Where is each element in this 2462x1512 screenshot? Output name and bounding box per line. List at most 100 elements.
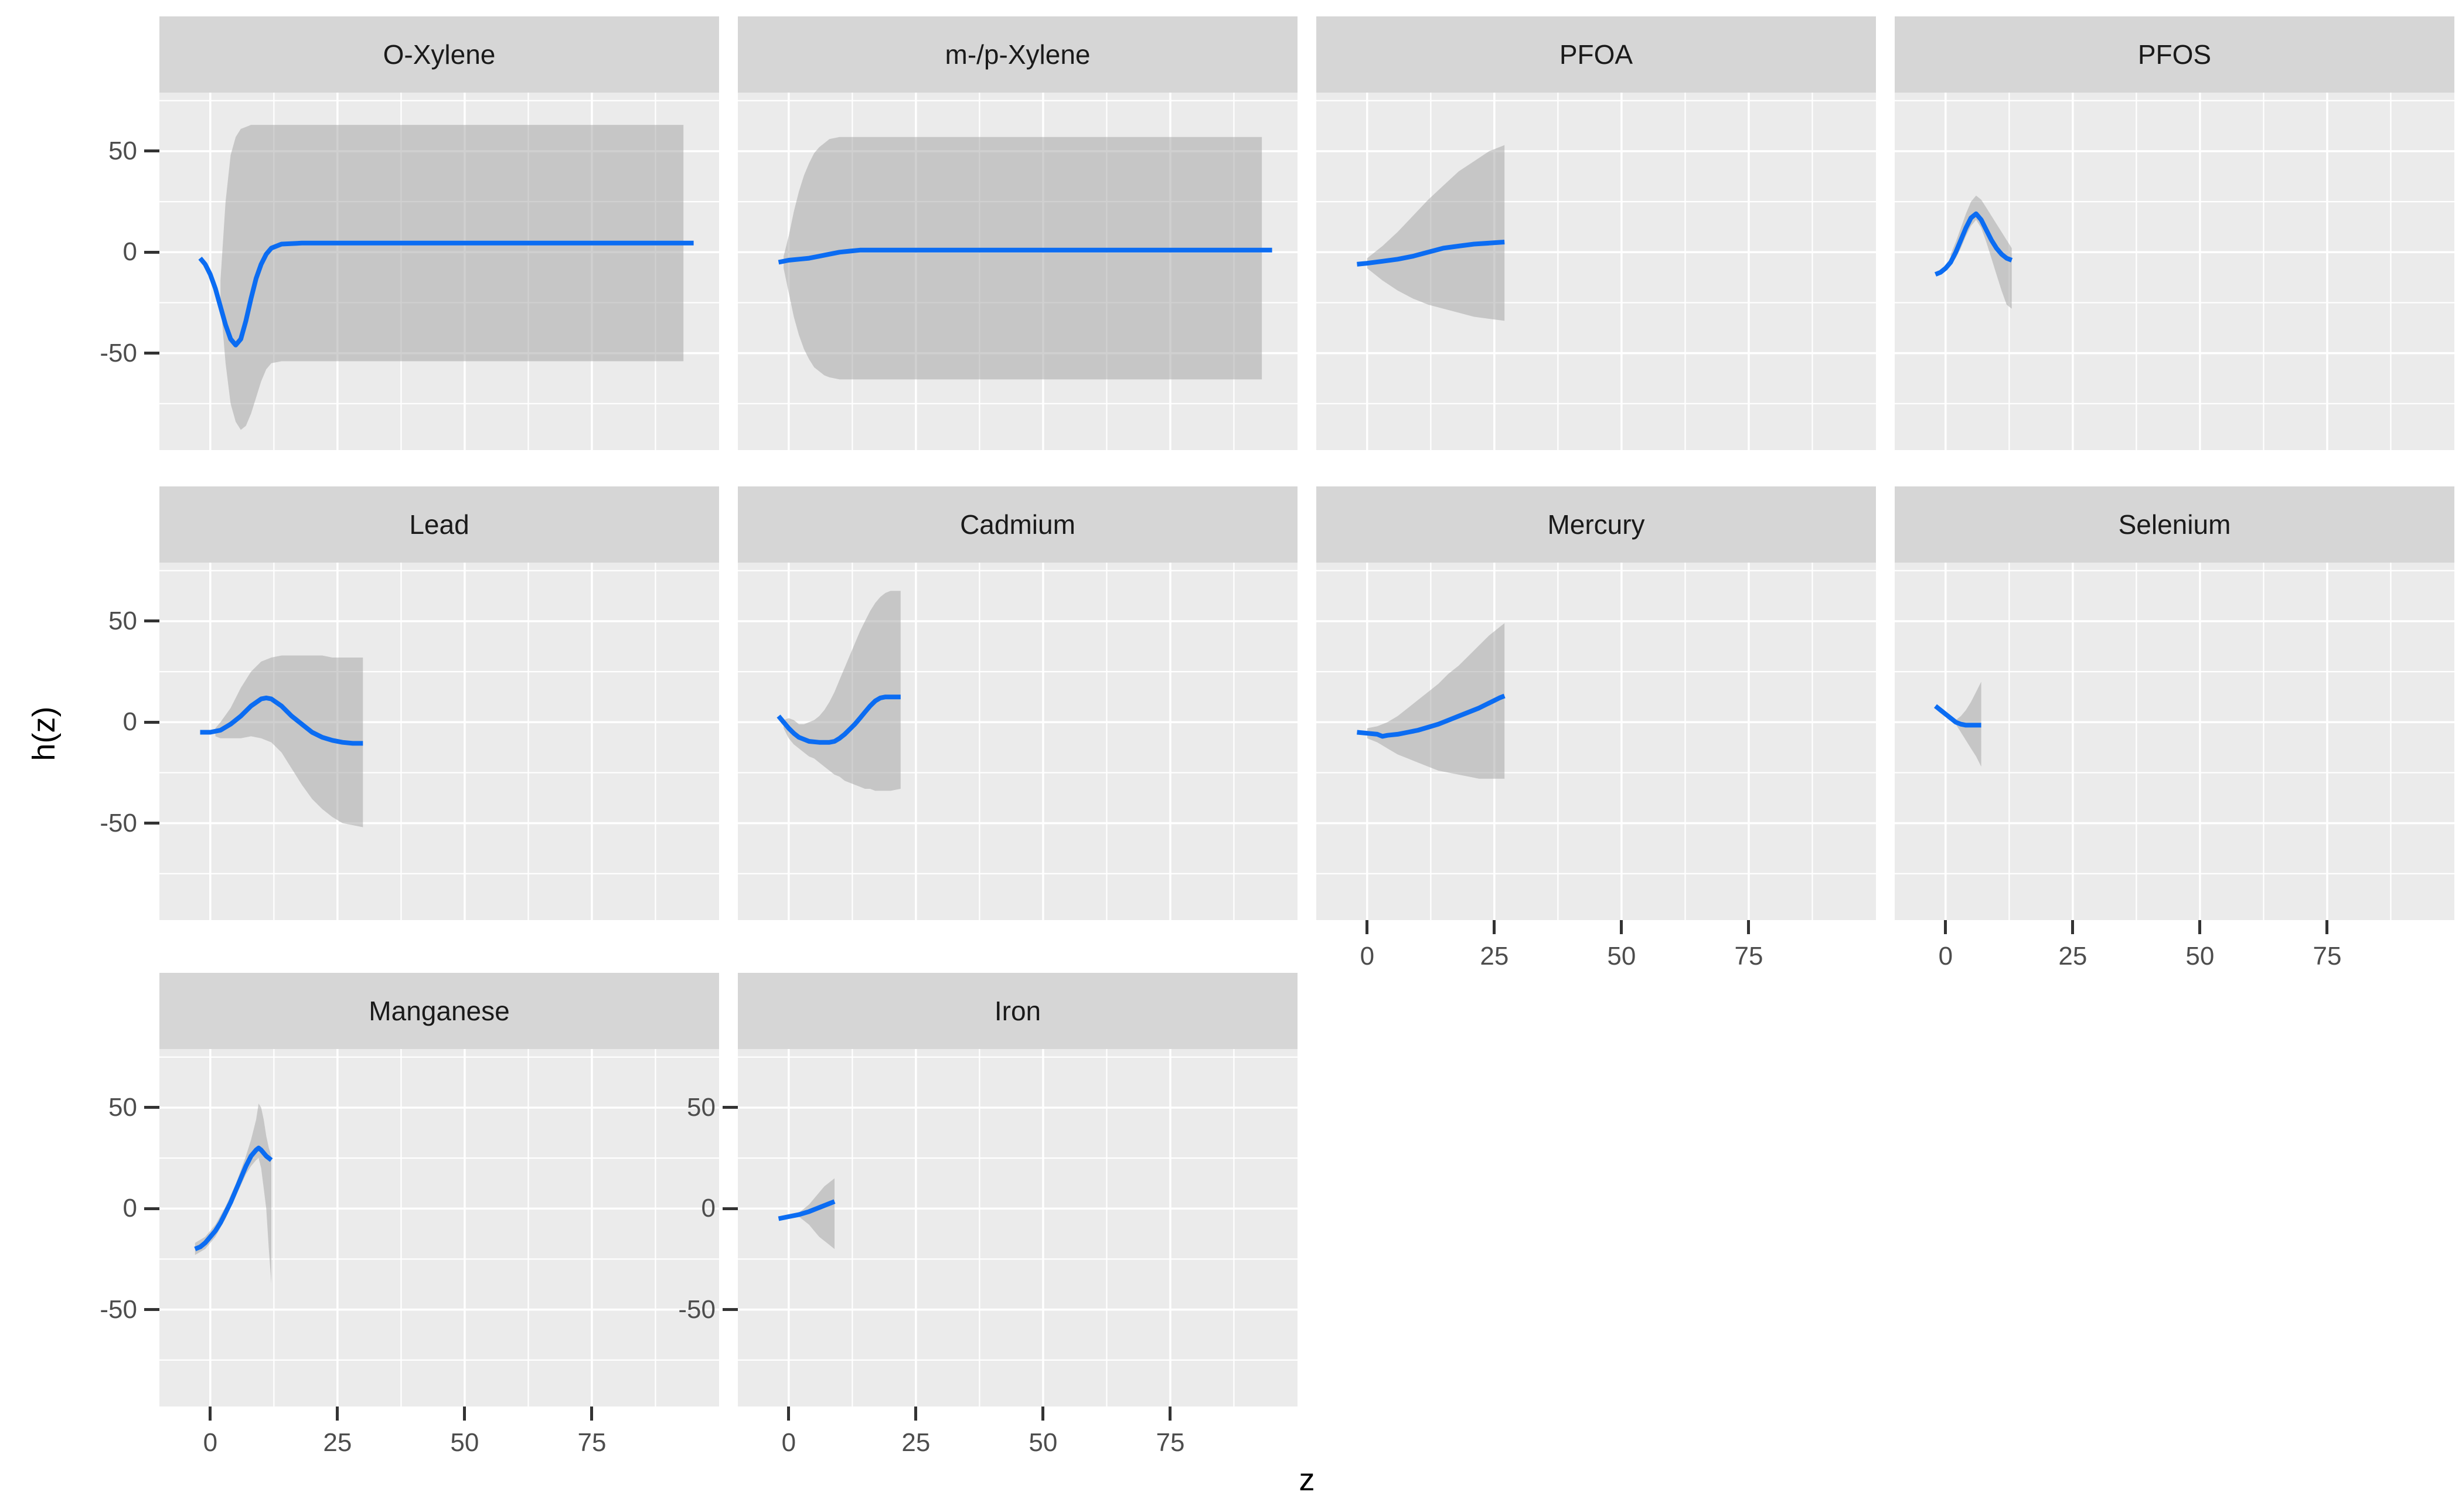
y-tick-label: -50 <box>100 338 137 367</box>
x-tick-label: 0 <box>781 1428 796 1457</box>
x-tick-mark <box>463 1407 466 1421</box>
x-tick-mark <box>914 1407 918 1421</box>
y-tick-mark <box>144 1207 159 1210</box>
facet-title: Selenium <box>2118 509 2231 540</box>
estimate-line <box>1357 240 1505 267</box>
y-tick-mark <box>144 619 159 623</box>
facet-strip-pfos: PFOS <box>1895 16 2454 93</box>
facet-title: Manganese <box>369 996 510 1026</box>
y-tick-mark <box>144 352 159 355</box>
y-tick-mark <box>144 720 159 724</box>
estimate-line <box>194 1145 273 1251</box>
y-tick-mark <box>144 250 159 254</box>
y-axis-title: h(z) <box>26 706 62 761</box>
facet-strip-manganese: Manganese <box>159 973 719 1049</box>
x-tick-mark <box>1747 920 1751 934</box>
facet-plot-area-mercury <box>1316 563 1876 920</box>
facet-strip-m-p-xylene: m-/p-Xylene <box>738 16 1298 93</box>
facet-plot-area-m-p-xylene <box>738 93 1298 450</box>
y-tick-mark <box>144 822 159 825</box>
y-tick-label: -50 <box>100 1295 137 1324</box>
x-tick-mark <box>209 1407 212 1421</box>
y-tick-label: 50 <box>108 136 137 165</box>
x-tick-label: 25 <box>1480 942 1509 970</box>
x-tick-label: 0 <box>203 1428 218 1457</box>
confidence-band <box>784 137 1262 380</box>
x-tick-mark <box>1493 920 1496 934</box>
estimate-line <box>778 247 1272 265</box>
y-tick-mark <box>723 1207 738 1210</box>
facet-plot-area-selenium <box>1895 563 2454 920</box>
x-tick-mark <box>2325 920 2329 934</box>
facet-plot-area-iron <box>738 1049 1298 1407</box>
facet-title: m-/p-Xylene <box>945 39 1091 70</box>
facet-title: PFOS <box>2137 39 2212 70</box>
y-tick-mark <box>723 1106 738 1109</box>
confidence-band <box>1367 623 1505 779</box>
facet-plot-area-o-xylene <box>159 93 719 450</box>
x-tick-label: 50 <box>1607 942 1636 970</box>
x-tick-label: 50 <box>2185 942 2215 970</box>
y-tick-label: 0 <box>122 1194 137 1223</box>
x-tick-label: 50 <box>1029 1428 1058 1457</box>
facet-title: Lead <box>409 509 469 540</box>
estimate-line <box>200 695 363 746</box>
y-tick-label: 0 <box>701 1194 716 1223</box>
x-tick-label: 75 <box>577 1428 607 1457</box>
x-tick-label: 25 <box>901 1428 931 1457</box>
facet-title: Iron <box>994 996 1041 1026</box>
facet-strip-cadmium: Cadmium <box>738 486 1298 563</box>
x-tick-label: 75 <box>1734 942 1763 970</box>
x-tick-label: 75 <box>1156 1428 1185 1457</box>
facet-strip-o-xylene: O-Xylene <box>159 16 719 93</box>
y-tick-label: 50 <box>108 1092 137 1122</box>
facet-plot-area-cadmium <box>738 563 1298 920</box>
x-tick-mark <box>2198 920 2202 934</box>
x-tick-label: 0 <box>1360 942 1375 970</box>
estimate-line <box>777 694 901 745</box>
confidence-band <box>799 1178 835 1249</box>
x-tick-mark <box>1169 1407 1172 1421</box>
x-tick-mark <box>2071 920 2075 934</box>
x-tick-mark <box>1620 920 1623 934</box>
y-tick-label: -50 <box>100 808 137 837</box>
facet-plot-area-pfoa <box>1316 93 1876 450</box>
confidence-band <box>1367 145 1505 321</box>
y-tick-label: 50 <box>108 606 137 635</box>
confidence-band <box>215 655 363 827</box>
x-tick-mark <box>336 1407 339 1421</box>
x-tick-mark <box>590 1407 594 1421</box>
facet-title: O-Xylene <box>383 39 496 70</box>
estimate-line <box>1934 211 2013 277</box>
facet-strip-mercury: Mercury <box>1316 486 1876 563</box>
estimate-line <box>1357 693 1506 739</box>
y-tick-label: -50 <box>678 1295 716 1324</box>
facet-plot-area-manganese <box>159 1049 719 1407</box>
facet-strip-lead: Lead <box>159 486 719 563</box>
facet-strip-selenium: Selenium <box>1895 486 2454 563</box>
x-tick-label: 0 <box>1938 942 1953 970</box>
y-tick-mark <box>723 1308 738 1312</box>
x-tick-mark <box>787 1407 791 1421</box>
confidence-band <box>220 125 684 430</box>
facet-title: PFOA <box>1559 39 1633 70</box>
x-tick-label: 75 <box>2313 942 2342 970</box>
estimate-line <box>1933 704 1981 728</box>
x-tick-label: 25 <box>2058 942 2088 970</box>
x-tick-label: 50 <box>450 1428 479 1457</box>
x-tick-mark <box>1041 1407 1045 1421</box>
y-tick-mark <box>144 1106 159 1109</box>
facet-title: Mercury <box>1547 509 1645 540</box>
facet-plot-area-lead <box>159 563 719 920</box>
x-tick-mark <box>1944 920 1947 934</box>
facet-plot-area-pfos <box>1895 93 2454 450</box>
y-tick-mark <box>144 149 159 153</box>
y-tick-label: 0 <box>122 237 137 267</box>
estimate-line <box>778 1199 836 1221</box>
estimate-line <box>198 240 694 348</box>
x-tick-mark <box>1365 920 1369 934</box>
x-axis-title: z <box>1299 1462 1315 1497</box>
y-tick-mark <box>144 1308 159 1312</box>
facet-strip-iron: Iron <box>738 973 1298 1049</box>
